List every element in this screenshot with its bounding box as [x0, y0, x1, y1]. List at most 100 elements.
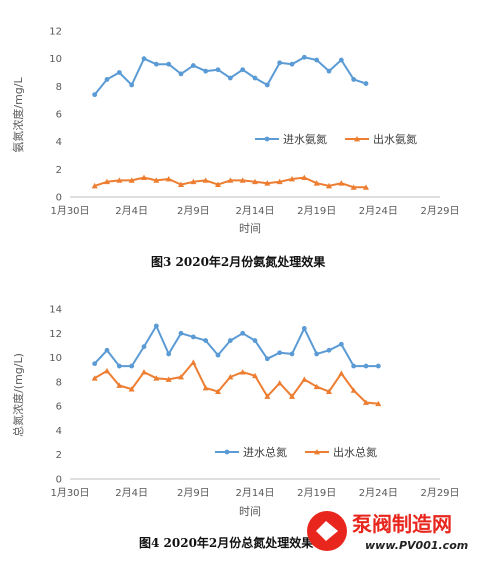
data-point [351, 363, 357, 369]
data-point [264, 356, 270, 362]
x-tick-label: 2月29日 [420, 205, 459, 217]
data-point [178, 330, 184, 336]
data-point [165, 176, 172, 182]
data-point [128, 386, 135, 392]
legend-item: 进水氨氮 [255, 132, 327, 146]
data-point [252, 372, 258, 379]
legend-item: 出水总氮 [305, 445, 377, 459]
data-point [375, 400, 382, 407]
data-point [338, 341, 344, 347]
data-point [141, 174, 147, 181]
data-point [141, 344, 147, 350]
data-point [104, 178, 110, 185]
data-point [351, 77, 357, 82]
data-point [277, 350, 283, 356]
legend-label: 进水总氮 [243, 445, 287, 459]
series-layer [91, 323, 382, 407]
x-axis-title: 时间 [239, 222, 261, 235]
y-tick-label: 8 [56, 377, 62, 388]
data-point [104, 367, 110, 374]
legend: 进水氨氮 出水氨氮 [255, 132, 417, 146]
y-tick-label: 10 [49, 54, 62, 65]
y-tick-label: 10 [49, 353, 62, 364]
data-point [289, 393, 295, 399]
series-influent [92, 323, 381, 369]
data-point [313, 383, 320, 390]
data-point [326, 182, 332, 189]
y-tick-label: 2 [56, 450, 62, 461]
legend-label: 出水总氮 [333, 445, 377, 459]
legend: 进水总氮 出水总氮 [215, 445, 377, 459]
data-point [190, 178, 197, 185]
data-point [314, 351, 320, 357]
x-axis-title: 时间 [239, 505, 261, 518]
y-tick-label: 6 [56, 402, 62, 413]
watermark-name: 泵阀制造网 [352, 512, 452, 536]
legend-marker [264, 136, 270, 142]
x-tick-label: 2月9日 [177, 487, 210, 499]
data-point [313, 180, 320, 186]
x-tick-label: 2月14日 [235, 487, 274, 499]
data-point [363, 363, 369, 369]
y-tick-label: 12 [49, 27, 62, 38]
data-point [92, 92, 98, 98]
data-point [215, 181, 221, 187]
data-point [363, 81, 369, 86]
data-point [350, 184, 357, 190]
data-point [178, 374, 184, 380]
y-tick-label: 0 [56, 193, 62, 204]
y-axis-title: 氨氮浓度/mg/L [11, 77, 25, 153]
data-point [153, 323, 159, 329]
data-point [301, 326, 307, 331]
x-tick-label: 2月4日 [115, 487, 148, 499]
data-point [264, 180, 271, 186]
y-tick-label: 12 [49, 329, 62, 340]
y-tick-label: 2 [56, 165, 62, 176]
data-point [301, 174, 308, 181]
data-point [277, 60, 283, 66]
y-tick-label: 6 [56, 110, 62, 121]
data-point [128, 177, 135, 183]
logo-mark [316, 521, 338, 541]
x-tick-labels: 1月30日 2月4日 2月9日 2月14日 2月19日 2月24日 2月29日 [50, 205, 459, 217]
y-tick-labels: 0 2 4 6 8 10 12 14 [49, 305, 62, 486]
y-tick-label: 4 [56, 426, 62, 437]
data-point [190, 63, 196, 68]
data-point [239, 177, 246, 183]
data-point [264, 393, 271, 399]
data-point [252, 75, 258, 81]
data-point [276, 178, 283, 185]
data-point [203, 338, 209, 343]
data-point [239, 369, 246, 375]
data-point [104, 347, 110, 353]
data-point [215, 67, 221, 73]
legend-label: 出水氨氮 [373, 132, 417, 146]
data-point [165, 376, 172, 382]
x-tick-label: 2月24日 [359, 205, 398, 217]
data-point [363, 399, 369, 405]
legend-item: 出水氨氮 [345, 132, 417, 146]
data-point [338, 57, 344, 63]
x-tick-label: 2月9日 [177, 205, 210, 217]
data-point [116, 70, 122, 75]
legend-marker [224, 449, 230, 455]
data-point [227, 177, 234, 183]
data-point [326, 68, 332, 74]
data-point [227, 338, 233, 343]
data-point [289, 176, 295, 182]
data-point [215, 388, 221, 394]
data-point [276, 380, 283, 386]
data-point [178, 181, 184, 187]
data-point [166, 61, 172, 67]
x-tick-label: 1月30日 [50, 487, 89, 499]
data-point [91, 182, 98, 189]
data-point [92, 361, 98, 367]
x-tick-label: 2月19日 [297, 487, 336, 499]
data-point [375, 363, 381, 369]
figure3-caption: 图3 2020年2月份氨氮处理效果 [151, 254, 325, 269]
data-point [178, 71, 184, 77]
data-point [141, 369, 147, 375]
data-point [190, 334, 196, 340]
data-point [202, 384, 209, 391]
